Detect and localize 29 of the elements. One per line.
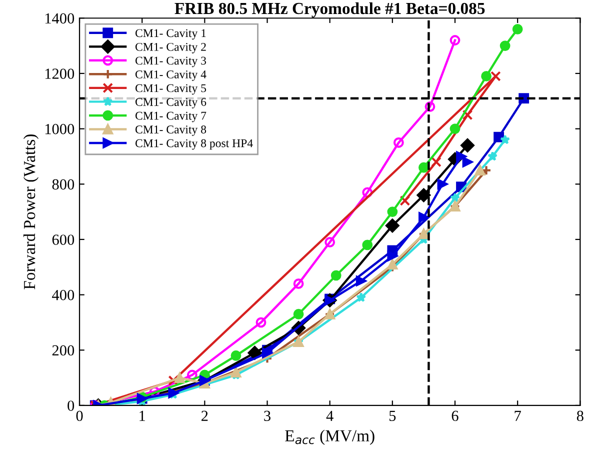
y-tick-label: 400 xyxy=(52,290,74,300)
x-tick-label: 8 xyxy=(576,410,584,422)
legend-label: CM1- Cavity 7 xyxy=(135,112,206,122)
legend-label: CM1- Cavity 8 xyxy=(135,125,206,136)
y-tick-label: 600 xyxy=(52,234,74,245)
x-tick-label: 4 xyxy=(326,410,334,421)
y-tick-label: 0 xyxy=(68,400,74,411)
y-tick-label: 200 xyxy=(52,345,74,356)
legend-label: CM1- Cavity 5 xyxy=(135,84,206,95)
legend-label: CM1- Cavity 2 xyxy=(135,42,206,54)
legend-label: CM1- Cavity 8 post HP4 xyxy=(135,139,253,150)
x-tick-label: 3 xyxy=(264,410,270,422)
y-tick-label: 1200 xyxy=(45,68,74,79)
y-tick-label: 800 xyxy=(52,179,74,190)
x-tick-label: 0 xyxy=(76,410,83,422)
legend-label: CM1- Cavity 1 xyxy=(135,29,206,40)
legend-label: CM1- Cavity 4 xyxy=(135,70,206,81)
chart-title: FRIB 80.5 MHz Cryomodule #1 Beta=0.085 xyxy=(174,2,485,18)
legend-label: CM1- Cavity 6 xyxy=(135,98,206,108)
x-tick-label: 2 xyxy=(202,410,208,421)
y-tick-label: 1000 xyxy=(45,124,74,134)
y-tick-label: 1400 xyxy=(45,13,74,24)
x-tick-label: 7 xyxy=(514,410,521,421)
x-tick-label: 6 xyxy=(452,410,458,422)
x-tick-label: 1 xyxy=(140,410,145,421)
x-tick-label: 5 xyxy=(389,410,396,422)
y-axis-title: Forward Power (Watts) xyxy=(23,134,39,290)
x-axis-title: E$_{acc}$ (MV/m) xyxy=(285,430,374,445)
legend-label: CM1- Cavity 3 xyxy=(135,56,206,68)
